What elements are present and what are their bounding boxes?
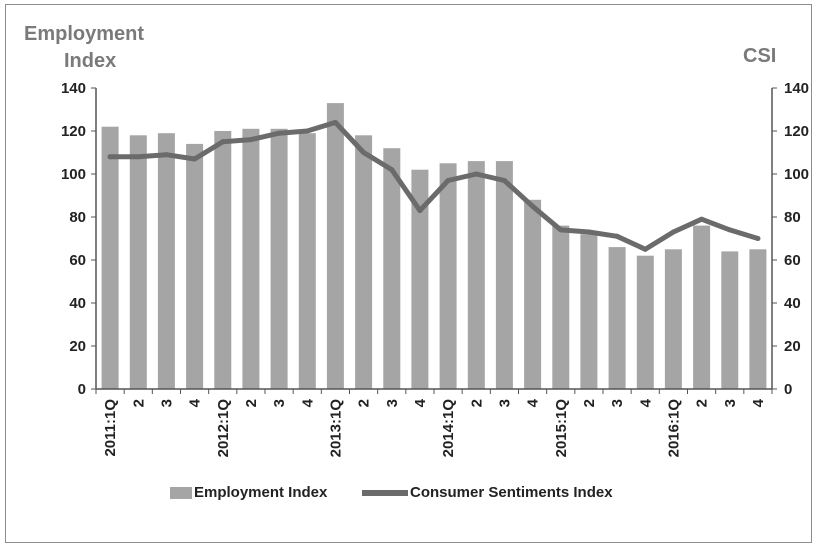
bar-employment-6	[242, 128, 260, 390]
x-tick-label-23: 3	[722, 399, 739, 407]
bar-employment-11	[383, 148, 401, 389]
bar-employment-7	[270, 128, 288, 390]
point-csi-5	[220, 139, 226, 145]
bar-employment-16	[524, 199, 542, 389]
x-tick-label-10: 2	[356, 399, 373, 407]
point-csi-17	[558, 227, 564, 233]
point-csi-14	[473, 171, 479, 177]
point-csi-21	[670, 229, 676, 235]
bar-employment-22	[693, 225, 711, 389]
left-tick-label-20: 20	[69, 338, 86, 355]
right-tick-label-100: 100	[784, 166, 809, 183]
x-tick-label-22: 2	[694, 399, 711, 407]
point-csi-15	[501, 178, 507, 183]
right-tick-label-120: 120	[784, 123, 809, 140]
left-tick-label-120: 120	[61, 123, 86, 140]
bar-employment-19	[608, 247, 626, 389]
bar-employment-21	[664, 249, 682, 390]
x-tick-label-1: 2011:1Q	[102, 399, 119, 457]
line-consumer-sentiments	[107, 119, 761, 252]
left-axis-title-line-1: Employment	[24, 23, 145, 45]
x-tick-label-24: 4	[750, 398, 767, 407]
legend-item-consumer-sentiments-index: Consumer Sentiments Index	[362, 484, 613, 502]
point-csi-24	[755, 236, 761, 241]
right-tick-label-40: 40	[784, 295, 801, 312]
bar-employment-1	[101, 126, 119, 389]
x-tick-label-21: 2016:1Q	[665, 399, 682, 458]
bar-employment-15	[495, 161, 513, 389]
x-tick-label-7: 3	[271, 399, 288, 407]
x-tick-label-9: 2013:1Q	[327, 399, 344, 458]
point-csi-11	[389, 167, 395, 173]
left-tick-label-0: 0	[78, 381, 86, 398]
bar-employment-12	[411, 169, 429, 389]
left-tick-label-80: 80	[69, 209, 86, 226]
x-tick-label-8: 4	[299, 398, 316, 407]
point-csi-22	[699, 216, 705, 222]
bar-employment-4	[186, 143, 204, 389]
x-tick-label-18: 2	[581, 399, 598, 407]
x-tick-label-4: 4	[187, 398, 204, 407]
point-csi-1	[107, 154, 113, 160]
x-tick-label-17: 2015:1Q	[553, 399, 570, 458]
point-csi-4	[192, 156, 198, 162]
point-csi-12	[417, 208, 423, 214]
x-tick-label-16: 4	[525, 398, 542, 407]
legend-label-consumer-sentiments-index: Consumer Sentiments Index	[410, 484, 613, 502]
point-csi-9	[332, 119, 338, 125]
right-tick-label-60: 60	[784, 252, 801, 269]
legend-swatch-line	[362, 490, 408, 497]
x-tick-label-15: 3	[496, 399, 513, 407]
legend-item-employment-index: Employment Index	[170, 484, 327, 502]
point-csi-10	[361, 150, 367, 155]
point-csi-19	[614, 233, 620, 239]
right-tick-label-140: 140	[784, 80, 809, 97]
left-tick-label-60: 60	[69, 252, 86, 269]
bar-employment-9	[326, 103, 344, 389]
left-axis-title-line-2: Index	[64, 50, 117, 72]
point-csi-3	[163, 152, 169, 158]
right-tick-label-20: 20	[784, 338, 801, 355]
bar-employment-8	[298, 133, 316, 389]
bar-employment-10	[355, 135, 373, 389]
bar-employment-14	[467, 161, 485, 389]
bar-employment-13	[439, 163, 457, 390]
point-csi-7	[276, 130, 282, 136]
x-tick-label-11: 3	[384, 399, 401, 407]
point-csi-18	[586, 229, 592, 235]
point-csi-20	[642, 246, 648, 252]
x-tick-label-5: 2012:1Q	[215, 399, 232, 458]
point-csi-6	[248, 137, 254, 143]
bar-employment-23	[721, 251, 739, 389]
x-tick-label-6: 2	[243, 399, 260, 407]
bar-employment-5	[214, 131, 232, 389]
bar-employment-24	[749, 249, 767, 390]
x-tick-label-3: 3	[158, 399, 175, 407]
right-tick-label-80: 80	[784, 209, 801, 226]
x-tick-label-2: 2	[130, 399, 147, 407]
bar-employment-3	[157, 133, 175, 389]
point-csi-13	[445, 178, 451, 183]
x-tick-label-12: 4	[412, 398, 429, 407]
right-tick-label-0: 0	[784, 381, 792, 398]
right-axis-title: CSI	[743, 45, 777, 67]
x-tick-label-19: 3	[609, 399, 626, 407]
point-csi-2	[135, 154, 141, 160]
point-csi-8	[304, 128, 310, 134]
point-csi-16	[530, 203, 536, 209]
x-tick-label-20: 4	[637, 398, 654, 407]
x-tick-label-14: 2	[468, 399, 485, 407]
bar-employment-17	[552, 225, 570, 389]
point-csi-23	[727, 227, 733, 233]
left-tick-label-40: 40	[69, 295, 86, 312]
x-tick-label-13: 2014:1Q	[440, 399, 457, 458]
legend-swatch-bar	[170, 487, 192, 500]
bar-employment-2	[129, 135, 147, 389]
left-tick-label-140: 140	[61, 80, 86, 97]
bar-employment-20	[636, 255, 654, 389]
left-tick-label-100: 100	[61, 166, 86, 183]
legend-label-employment-index: Employment Index	[194, 484, 328, 502]
bar-employment-18	[580, 234, 598, 389]
